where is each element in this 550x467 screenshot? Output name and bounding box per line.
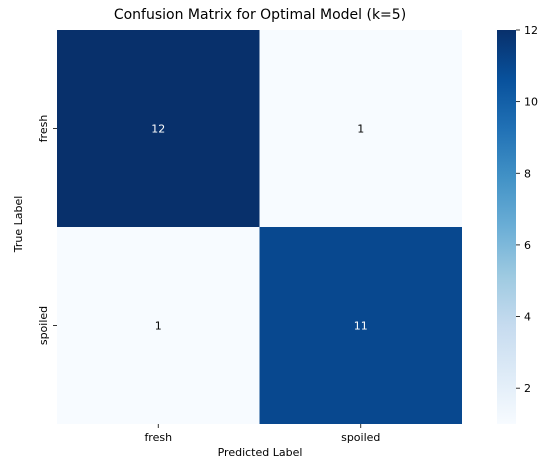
y-tick-label-spoiled: spoiled xyxy=(37,306,50,345)
colorbar-tick-label-2: 2 xyxy=(524,382,531,395)
y-axis-ticks: fresh spoiled xyxy=(37,115,57,345)
cell-value-label: 1 xyxy=(357,123,364,136)
colorbar-ticks: 2 4 6 8 10 12 xyxy=(516,24,538,395)
chart-title: Confusion Matrix for Optimal Model (k=5) xyxy=(114,7,406,23)
colorbar xyxy=(497,30,516,424)
heatmap-cell-fresh-fresh xyxy=(57,30,260,227)
y-axis-label: True Label xyxy=(12,196,25,254)
y-tick-label-fresh: fresh xyxy=(37,115,50,143)
heatmap-cell-spoiled-spoiled xyxy=(259,227,462,424)
colorbar-tick-label-6: 6 xyxy=(524,239,531,252)
heatmap-cells: 12 11 11 xyxy=(57,30,462,424)
heatmap-cell-fresh-spoiled xyxy=(259,30,462,227)
x-axis-label: Predicted Label xyxy=(218,446,303,459)
colorbar-tick-label-10: 10 xyxy=(524,96,538,109)
colorbar-tick-label-12: 12 xyxy=(524,24,538,37)
cell-value-label: 12 xyxy=(151,123,165,136)
x-tick-label-fresh: fresh xyxy=(144,431,172,444)
x-axis-ticks: fresh spoiled xyxy=(144,424,380,444)
cell-value-label: 1 xyxy=(155,320,162,333)
x-tick-label-spoiled: spoiled xyxy=(341,431,380,444)
cell-value-label: 11 xyxy=(354,320,368,333)
colorbar-tick-label-8: 8 xyxy=(524,167,531,180)
colorbar-tick-label-4: 4 xyxy=(524,311,531,324)
heatmap-cell-spoiled-fresh xyxy=(57,227,260,424)
